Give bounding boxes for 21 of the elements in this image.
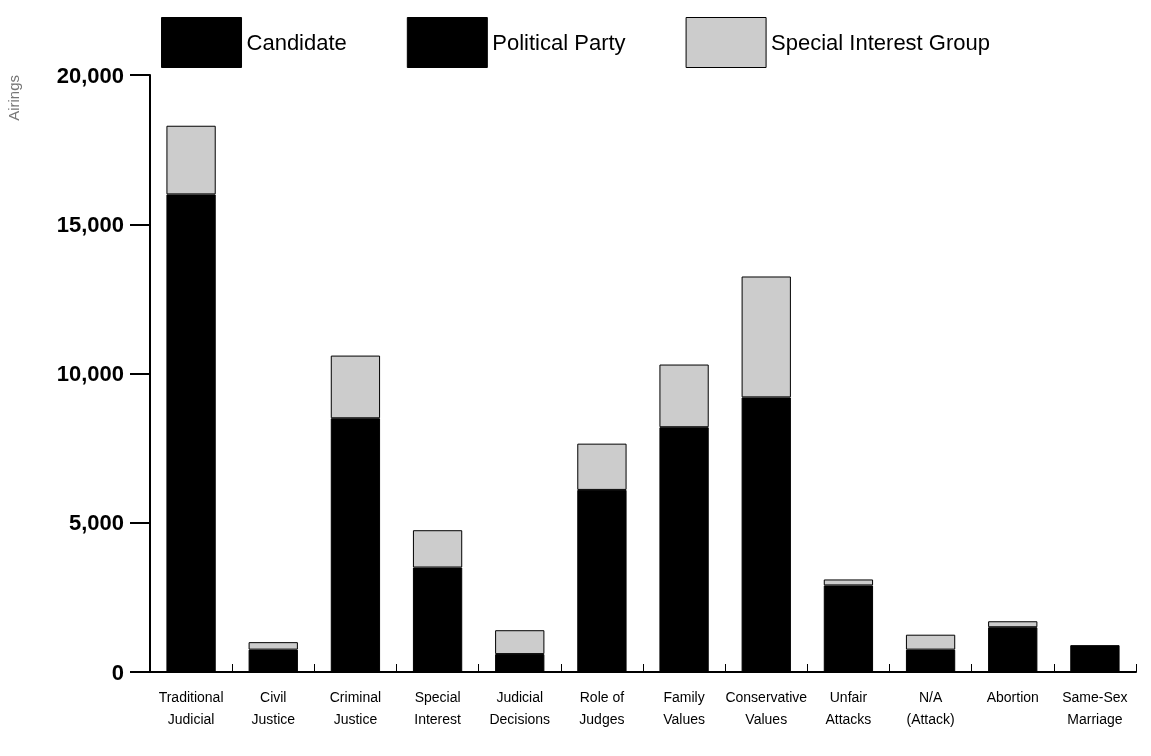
x-tick-label: Civil Justice — [251, 689, 296, 727]
legend-label: Special Interest Group — [771, 30, 990, 55]
x-tick-label: Traditional Judicial — [158, 689, 224, 727]
x-tick-label: Abortion — [986, 689, 1039, 705]
y-tick-label: 0 — [111, 659, 124, 685]
x-tick-label: Conservative Values — [725, 689, 808, 727]
legend-label: Political Party — [492, 30, 626, 55]
x-tick-label: N/A (Attack) — [906, 689, 955, 727]
y-tick-label: 5,000 — [68, 510, 124, 536]
y-tick-label: 20,000 — [56, 62, 124, 88]
x-tick-label: Criminal Justice — [329, 689, 382, 727]
y-axis-title: Airings — [5, 74, 22, 121]
y-tick-label: 10,000 — [56, 361, 124, 386]
x-tick-label: Same-Sex Marriage — [1062, 689, 1128, 727]
x-tick-label: Special Interest — [414, 689, 462, 727]
legend-label: Candidate — [246, 30, 347, 55]
x-tick-label: Unfair Attacks — [825, 689, 872, 727]
x-tick-label: Family Values — [663, 689, 705, 727]
y-tick-label: 15,000 — [56, 211, 124, 237]
x-tick-label: Judicial Decisions — [489, 689, 551, 727]
x-tick-label: Role of Judges — [579, 689, 625, 727]
